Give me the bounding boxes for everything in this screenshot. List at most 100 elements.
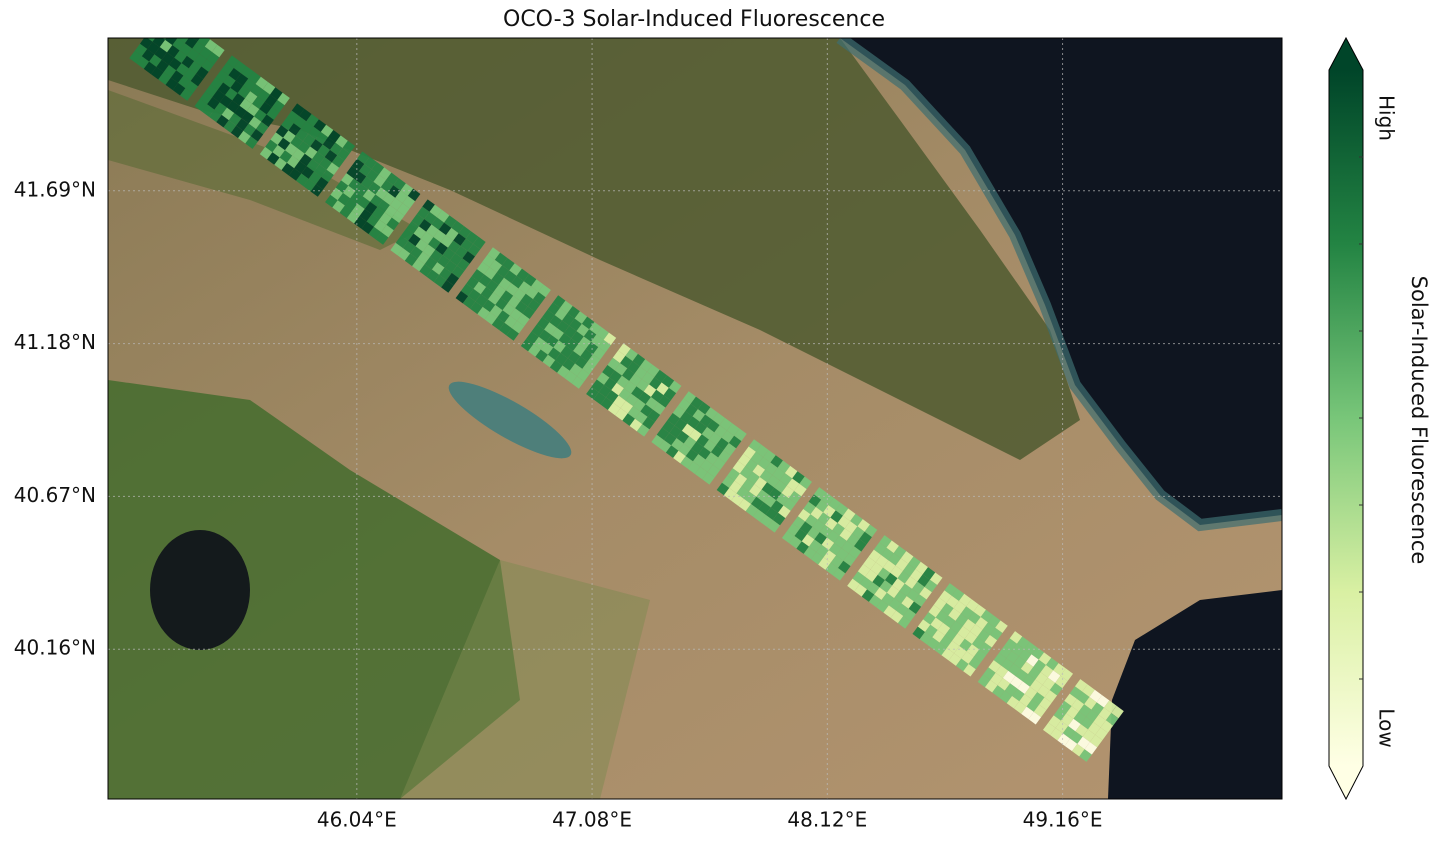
swath-cell: [352, 203, 365, 217]
swath-cell: [763, 449, 776, 463]
swath-cell: [1080, 716, 1094, 730]
swath-cell: [190, 73, 204, 87]
swath-cell: [1073, 711, 1087, 725]
swath-cell: [293, 115, 307, 129]
swath-cell: [1071, 743, 1085, 757]
swath-cell: [1042, 677, 1056, 691]
swath-cell: [387, 185, 401, 198]
swath-cell: [373, 174, 387, 188]
swath-cell: [726, 423, 740, 436]
swath-cell: [1070, 731, 1083, 744]
swath-cell: [306, 114, 319, 127]
swath-cell: [721, 430, 735, 444]
swath-cell: [607, 357, 621, 371]
swath-cell: [946, 640, 960, 654]
swath-cell: [407, 188, 421, 202]
swath-cell: [542, 309, 555, 323]
swath-cell: [692, 409, 706, 422]
swath-cell: [326, 162, 340, 176]
swath-cell: [847, 578, 860, 592]
swath-cell: [910, 569, 923, 582]
swath-cell: [620, 400, 634, 414]
swath-cell: [569, 318, 582, 332]
swath-cell: [583, 329, 597, 342]
swath-cell: [805, 514, 818, 527]
swath-cell: [458, 225, 472, 239]
swath-cell: [846, 533, 860, 547]
swath-cell: [890, 610, 904, 624]
swath-cell: [379, 212, 392, 225]
swath-cell: [335, 135, 348, 148]
swath-cell: [206, 52, 220, 65]
swath-cell: [467, 243, 481, 257]
swath-cell: [676, 430, 690, 444]
swath-cell: [970, 624, 983, 637]
swath-cell: [868, 549, 882, 563]
y-tick-label: 41.69°N: [14, 177, 96, 201]
swath-cell: [768, 487, 782, 501]
swath-cell: [757, 457, 771, 470]
swath-cell: [1105, 712, 1119, 726]
swath-cell: [1050, 727, 1063, 741]
swath-cell: [640, 404, 653, 417]
swath-cell: [989, 627, 1003, 641]
swath-cell: [678, 443, 692, 457]
swath-cell: [692, 454, 706, 467]
swath-cell: [801, 534, 815, 547]
swath-cell: [581, 316, 595, 330]
swath-cell: [426, 224, 439, 238]
swath-cell: [442, 247, 456, 261]
swath-cell: [944, 628, 958, 641]
swath-cell: [400, 183, 414, 196]
swath-cell: [279, 150, 293, 163]
swath-cell: [1068, 718, 1081, 732]
swath-cell: [362, 189, 376, 202]
swath-cell: [815, 499, 829, 513]
swath-cell: [1016, 636, 1030, 650]
swath-cell: [400, 228, 414, 241]
swath-cell: [259, 101, 272, 115]
swath-cell: [647, 364, 660, 378]
swath-cell: [357, 196, 371, 209]
swath-cell: [835, 503, 849, 516]
colorbar-low: Low: [1375, 708, 1399, 747]
swath-cell: [453, 233, 466, 246]
swath-cell: [1060, 668, 1074, 682]
swath-cell: [763, 494, 777, 508]
swath-cell: [241, 111, 255, 124]
swath-cell: [895, 558, 909, 571]
swath-cell: [1010, 676, 1023, 689]
swath-cell: [129, 50, 142, 64]
swath-cell: [178, 75, 191, 89]
swath-cell: [691, 441, 704, 455]
swath-cell: [877, 567, 891, 581]
swath-cell: [283, 130, 296, 144]
swath-cell: [516, 268, 530, 282]
swath-cell: [416, 206, 430, 220]
swath-cell: [1015, 668, 1029, 682]
swath-cell: [250, 83, 263, 97]
swath-cell: [395, 190, 408, 204]
swath-cell: [212, 89, 226, 103]
swath-cell: [926, 637, 940, 650]
swath-cell: [436, 209, 450, 223]
swath-cell: [359, 208, 372, 222]
swath-cell: [214, 102, 227, 115]
swath-cell: [192, 41, 205, 54]
swath-cell: [613, 395, 626, 409]
swath-cell: [134, 43, 148, 57]
swath-cell: [778, 505, 791, 519]
swath-cell: [1095, 727, 1108, 741]
swath-cell: [580, 349, 593, 362]
swath-cell: [756, 489, 769, 503]
swath-cell: [549, 315, 563, 328]
swath-cell: [575, 356, 588, 369]
swath-cell: [563, 325, 577, 339]
swath-cell: [616, 375, 630, 389]
swath-cell: [1040, 665, 1054, 678]
swath-cell: [418, 219, 432, 232]
swath-cell: [789, 536, 802, 549]
swath-cell: [315, 176, 329, 190]
swath-cell: [968, 611, 981, 625]
swath-cell: [506, 328, 519, 341]
